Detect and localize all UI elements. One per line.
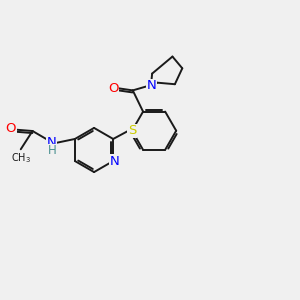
Text: O: O [108, 82, 118, 94]
Text: O: O [5, 122, 16, 135]
Text: N: N [110, 154, 119, 167]
Text: CH$_3$: CH$_3$ [11, 152, 31, 165]
Text: S: S [128, 124, 136, 137]
Text: N: N [47, 136, 56, 149]
Text: N: N [147, 79, 157, 92]
Text: H: H [48, 144, 57, 157]
